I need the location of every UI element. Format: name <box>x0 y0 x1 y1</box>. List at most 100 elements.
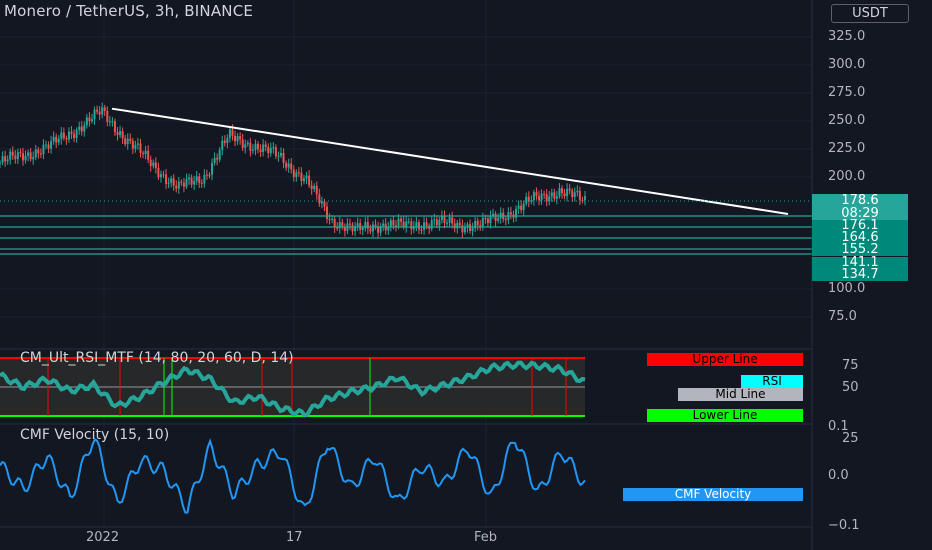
candle-body <box>65 138 68 140</box>
candle-body <box>267 146 270 154</box>
candle-body <box>272 147 275 149</box>
candle-body <box>374 224 377 228</box>
candle-body <box>121 131 124 139</box>
price-tick: 200.0 <box>828 169 866 184</box>
rsi-tick: 25 <box>842 431 859 446</box>
candle-body <box>563 193 566 197</box>
candle-body <box>492 213 495 217</box>
candle-body <box>458 222 461 226</box>
rsi-indicator-title[interactable]: CM_Ult_RSI_MTF (14, 80, 20, 60, D, 14) <box>20 350 294 366</box>
rsi-panel-plot <box>0 357 586 418</box>
candle-body <box>4 156 7 162</box>
candle-body <box>417 222 420 230</box>
candle-body <box>504 219 507 221</box>
candle-body <box>78 126 81 131</box>
candle-body <box>113 121 116 133</box>
candle-body <box>354 226 357 232</box>
candle-body <box>558 188 561 197</box>
candle-body <box>162 174 165 176</box>
candle-body <box>131 140 134 149</box>
candle-body <box>147 150 150 160</box>
lower-line-legend[interactable]: Lower Line <box>647 409 803 422</box>
candle-body <box>37 149 40 154</box>
candle-body <box>517 205 520 209</box>
candle-body <box>410 221 413 230</box>
candle-body <box>525 196 528 204</box>
candle-body <box>269 148 272 154</box>
currency-button[interactable]: USDT <box>831 4 909 23</box>
candle-body <box>165 174 168 184</box>
candle-body <box>111 121 114 123</box>
trendline[interactable] <box>111 107 789 215</box>
candle-body <box>170 178 173 183</box>
candle-body <box>60 132 63 140</box>
candle-body <box>366 222 369 229</box>
candle-body <box>57 139 60 143</box>
candle-body <box>323 201 326 207</box>
candle-body <box>297 172 300 174</box>
candle-body <box>522 203 525 211</box>
candle-body <box>221 140 224 150</box>
candle-body <box>387 226 390 231</box>
candle-body <box>405 221 408 228</box>
cmf-indicator-title[interactable]: CMF Velocity (15, 10) <box>20 427 170 443</box>
candle-body <box>571 190 574 198</box>
candle-body <box>73 133 76 138</box>
candle-body <box>397 218 400 227</box>
candle-body <box>195 176 198 182</box>
mid-line-legend[interactable]: Mid Line <box>678 388 803 401</box>
candle-body <box>320 201 323 204</box>
candle-body <box>44 144 47 146</box>
rsi-tick: 50 <box>842 380 859 395</box>
candle-body <box>67 131 70 140</box>
candle-body <box>172 178 175 186</box>
candle-body <box>300 172 303 182</box>
candle-body <box>520 205 523 211</box>
candle-body <box>325 206 328 219</box>
candle-body <box>42 144 45 155</box>
candle-body <box>328 218 331 220</box>
candle-body <box>90 119 93 122</box>
cmf-tick: 0.1 <box>828 419 849 434</box>
candle-body <box>139 143 142 153</box>
candle-body <box>494 213 497 221</box>
candle-body <box>177 181 180 189</box>
candle-body <box>371 224 374 232</box>
candle-body <box>193 181 196 185</box>
candle-body <box>88 117 91 122</box>
candle-body <box>553 192 556 199</box>
candle-body <box>361 228 364 230</box>
candle-body <box>310 185 313 190</box>
rsi-legend[interactable]: RSI <box>741 375 803 388</box>
candle-body <box>98 111 101 115</box>
candle-body <box>180 181 183 183</box>
candle-body <box>85 117 88 126</box>
candle-body <box>295 172 298 177</box>
candle-body <box>1 156 4 163</box>
cmf-tick: 0.0 <box>828 468 849 483</box>
candle-body <box>47 144 50 149</box>
candle-body <box>52 136 55 142</box>
candle-body <box>548 196 551 202</box>
candle-body <box>369 228 372 232</box>
candle-body <box>239 136 242 140</box>
price-tick: 100.0 <box>828 281 866 296</box>
chart-title[interactable]: Monero / TetherUS, 3h, BINANCE <box>4 2 254 20</box>
candle-body <box>341 222 344 228</box>
candle-body <box>190 177 193 185</box>
candle-body <box>535 192 538 197</box>
candle-body <box>356 223 359 227</box>
candle-body <box>277 155 280 157</box>
level-price-label: 134.7 <box>812 268 908 281</box>
price-tick: 275.0 <box>828 85 866 100</box>
candle-body <box>461 225 464 233</box>
candle-body <box>226 138 229 144</box>
candle-body <box>446 222 449 224</box>
candle-body <box>223 140 226 144</box>
upper-line-legend[interactable]: Upper Line <box>647 353 803 366</box>
candle-body <box>292 169 295 177</box>
candle-body <box>530 200 533 202</box>
cmf-legend[interactable]: CMF Velocity <box>623 488 803 501</box>
candle-body <box>423 222 426 230</box>
